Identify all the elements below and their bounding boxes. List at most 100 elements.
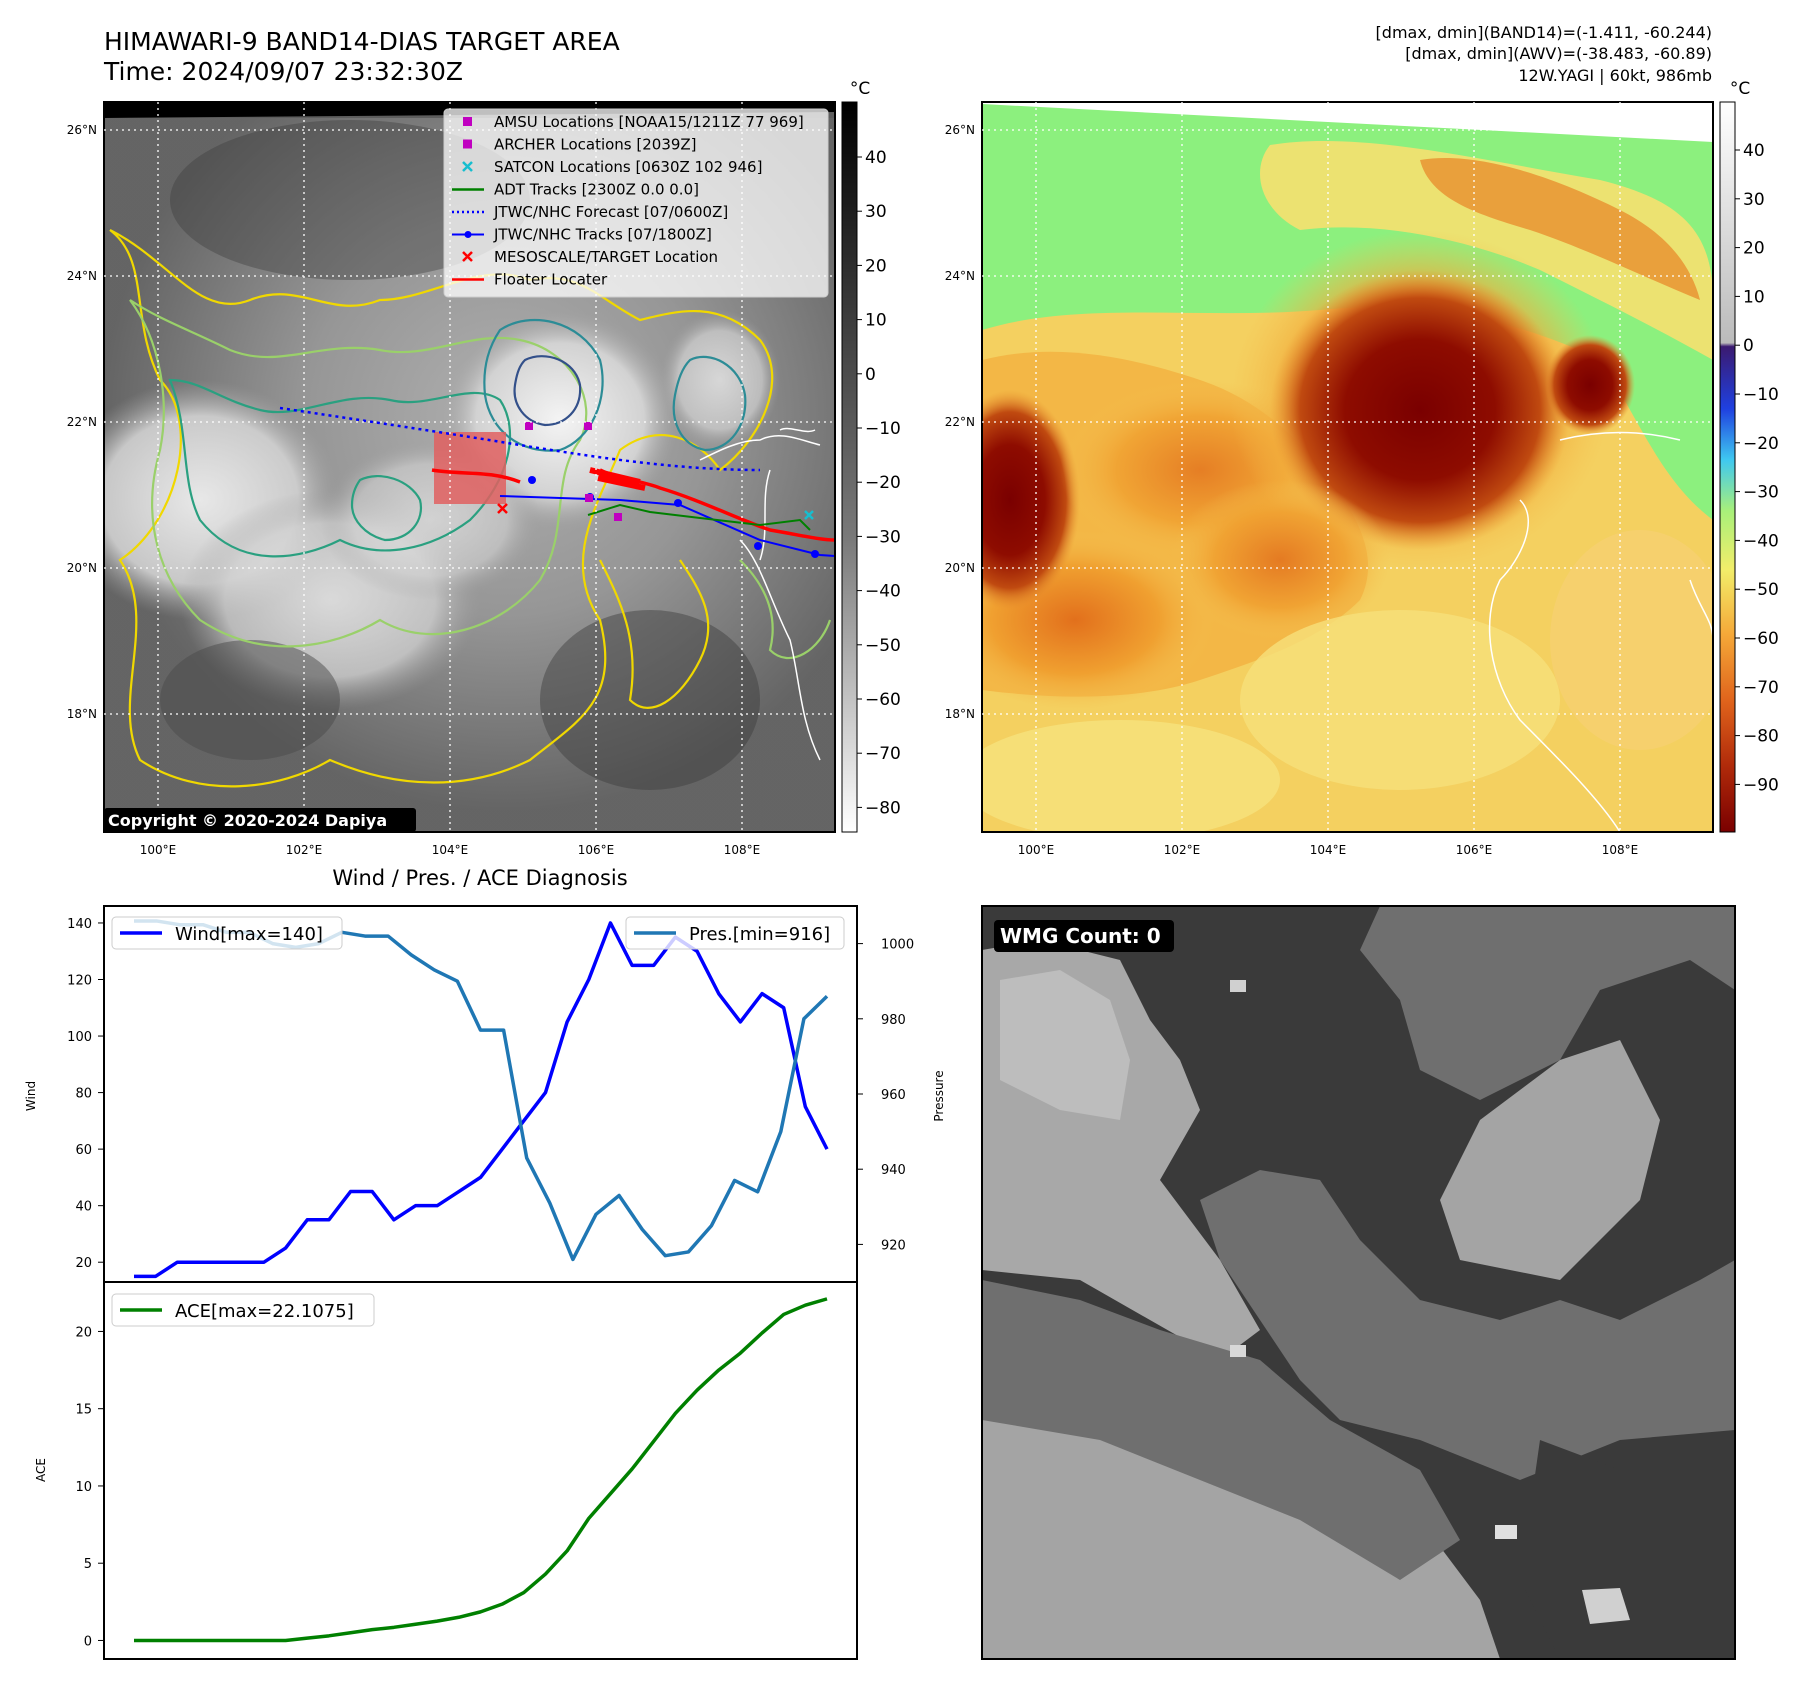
wind-pressure-axes: 20 40 60 80 100 120 140 920 940 960 980 1000 bbox=[67, 917, 914, 1271]
pressure-axis-label: Pressure bbox=[932, 1070, 946, 1121]
lat-tick-20n-left: 20°N bbox=[67, 561, 97, 575]
lon-tick-106e-left: 106°E bbox=[578, 843, 615, 857]
ace-legend-label: ACE[max=22.1075] bbox=[175, 1301, 354, 1322]
copyright-text: Copyright © 2020-2024 Dapiya bbox=[108, 811, 387, 830]
wind-legend-label: Wind[max=140] bbox=[175, 924, 323, 945]
colorbar-tick-label: −10 bbox=[865, 419, 901, 439]
legend-label: MESOSCALE/TARGET Location bbox=[494, 248, 718, 266]
ace-chart bbox=[134, 1297, 828, 1643]
track-legend: AMSU Locations [NOAA15/1211Z 77 969] ARCH… bbox=[443, 108, 829, 298]
colorbar-tick-label: −60 bbox=[1743, 629, 1779, 649]
y-tick-label: 100 bbox=[67, 1030, 92, 1045]
lat-tick-24n-right: 24°N bbox=[945, 269, 975, 283]
series-line bbox=[134, 1297, 828, 1643]
legend-label: JTWC/NHC Tracks [07/1800Z] bbox=[493, 226, 712, 244]
y-tick-label: 120 bbox=[67, 974, 92, 989]
colorbar-tick-label: 30 bbox=[1743, 190, 1765, 210]
lon-tick-104e-right: 104°E bbox=[1310, 843, 1347, 857]
legend-label: Floater Locater bbox=[494, 271, 608, 289]
info-awv: [dmax, dmin](AWV)=(-38.483, -60.89) bbox=[1405, 44, 1712, 63]
y2-tick-label: 940 bbox=[881, 1163, 906, 1178]
y-tick-label: 0 bbox=[84, 1634, 92, 1649]
legend-item: ARCHER Locations [2039Z] bbox=[463, 136, 697, 154]
colorbar-tick-label: 40 bbox=[1743, 141, 1765, 161]
ace-legend: ACE[max=22.1075] bbox=[111, 1293, 375, 1327]
colorbar-tick-label: 10 bbox=[865, 311, 887, 331]
lon-tick-102e-left: 102°E bbox=[286, 843, 323, 857]
figure-title: HIMAWARI-9 BAND14-DIAS TARGET AREA bbox=[104, 27, 620, 56]
colorbar-right-unit: °C bbox=[1730, 79, 1750, 99]
colorbar-left bbox=[841, 101, 858, 833]
colorbar-tick-label: −70 bbox=[865, 744, 901, 764]
y-tick-label: 5 bbox=[84, 1557, 92, 1572]
legend-marker-square bbox=[463, 139, 472, 149]
colorbar-tick-label: −80 bbox=[865, 798, 901, 818]
lat-tick-20n-right: 20°N bbox=[945, 561, 975, 575]
wmg-count-text: WMG Count: 0 bbox=[1000, 924, 1161, 948]
map-gridlines-right bbox=[982, 102, 1713, 832]
colorbar-left-unit: °C bbox=[850, 79, 870, 99]
copyright-badge bbox=[104, 808, 416, 832]
legend-item: MESOSCALE/TARGET Location bbox=[462, 248, 718, 266]
info-storm: 12W.YAGI | 60kt, 986mb bbox=[1518, 66, 1712, 85]
y-tick-label: 20 bbox=[75, 1325, 92, 1340]
legend-item: JTWC/NHC Tracks [07/1800Z] bbox=[452, 226, 712, 244]
lat-tick-22n-right: 22°N bbox=[945, 415, 975, 429]
colorbar-right-ticks: 40 30 20 10 0 −10 −20 −30 −40 −50 −60 −70 −80 −90 bbox=[1735, 141, 1779, 795]
legend-item: Floater Locater bbox=[452, 271, 608, 289]
colorbar-tick-label: −30 bbox=[1743, 483, 1779, 503]
legend-item: ADT Tracks [2300Z 0.0 0.0] bbox=[452, 181, 699, 199]
map-lon-ticks-left: 100°E 102°E 104°E 106°E 108°E bbox=[140, 843, 761, 857]
chart-title: Wind / Pres. / ACE Diagnosis bbox=[332, 866, 627, 890]
ir-enhanced-map bbox=[982, 102, 1713, 832]
colorbar-tick-label: −80 bbox=[1743, 727, 1779, 747]
colorbar-tick-label: −60 bbox=[865, 690, 901, 710]
colorbar-tick-label: −10 bbox=[1743, 385, 1779, 405]
legend-item: AMSU Locations [NOAA15/1211Z 77 969] bbox=[463, 113, 804, 131]
colorbar-tick-label: −20 bbox=[1743, 434, 1779, 454]
colorbar-tick-label: −40 bbox=[865, 582, 901, 602]
figure-time: Time: 2024/09/07 23:32:30Z bbox=[103, 57, 463, 86]
colorbar-tick-label: −40 bbox=[1743, 531, 1779, 551]
colorbar-tick-label: −20 bbox=[865, 473, 901, 493]
ace-axes: 0 5 10 15 20 bbox=[75, 1325, 104, 1649]
colorbar-tick-label: 0 bbox=[1743, 336, 1754, 356]
lon-tick-108e-left: 108°E bbox=[724, 843, 761, 857]
colorbar-tick-label: −30 bbox=[865, 527, 901, 547]
lon-tick-108e-right: 108°E bbox=[1602, 843, 1639, 857]
lon-tick-102e-right: 102°E bbox=[1164, 843, 1201, 857]
wmg-count-badge bbox=[994, 920, 1174, 952]
legend-label: SATCON Locations [0630Z 102 946] bbox=[494, 158, 762, 176]
lat-tick-18n-right: 18°N bbox=[945, 707, 975, 721]
ace-axis-label: ACE bbox=[34, 1458, 48, 1482]
lat-tick-26n-left: 26°N bbox=[67, 123, 97, 137]
y-tick-label: 15 bbox=[75, 1403, 92, 1418]
colorbar-tick-label: 10 bbox=[1743, 287, 1765, 307]
lon-tick-104e-left: 104°E bbox=[432, 843, 469, 857]
map-lat-ticks-left: 26°N 24°N 22°N 20°N 18°N bbox=[67, 123, 97, 721]
legend-label: ADT Tracks [2300Z 0.0 0.0] bbox=[494, 181, 699, 199]
lon-tick-100e-left: 100°E bbox=[140, 843, 177, 857]
pressure-legend: Pres.[min=916] bbox=[625, 916, 845, 950]
wind-legend: Wind[max=140] bbox=[111, 916, 343, 950]
map-lat-ticks-right: 26°N 24°N 22°N 20°N 18°N bbox=[945, 123, 975, 721]
legend-marker-x bbox=[462, 251, 473, 262]
legend-label: AMSU Locations [NOAA15/1211Z 77 969] bbox=[494, 113, 804, 131]
colorbar-right bbox=[1719, 101, 1736, 833]
colorbar-tick-label: −70 bbox=[1743, 678, 1779, 698]
lon-tick-100e-right: 100°E bbox=[1018, 843, 1055, 857]
lat-tick-22n-left: 22°N bbox=[67, 415, 97, 429]
y2-tick-label: 980 bbox=[881, 1013, 906, 1028]
legend-marker-dot bbox=[464, 231, 472, 238]
colorbar-tick-label: −90 bbox=[1743, 775, 1779, 795]
legend-label: ARCHER Locations [2039Z] bbox=[494, 136, 697, 154]
info-band14: [dmax, dmin](BAND14)=(-1.411, -60.244) bbox=[1376, 23, 1712, 42]
colorbar-tick-label: 20 bbox=[865, 256, 887, 276]
colorbar-tick-label: 30 bbox=[865, 202, 887, 222]
legend-label: JTWC/NHC Forecast [07/0600Z] bbox=[493, 203, 728, 221]
lat-tick-26n-right: 26°N bbox=[945, 123, 975, 137]
legend-item: SATCON Locations [0630Z 102 946] bbox=[462, 158, 762, 176]
y-tick-label: 40 bbox=[75, 1200, 92, 1215]
lon-tick-106e-right: 106°E bbox=[1456, 843, 1493, 857]
